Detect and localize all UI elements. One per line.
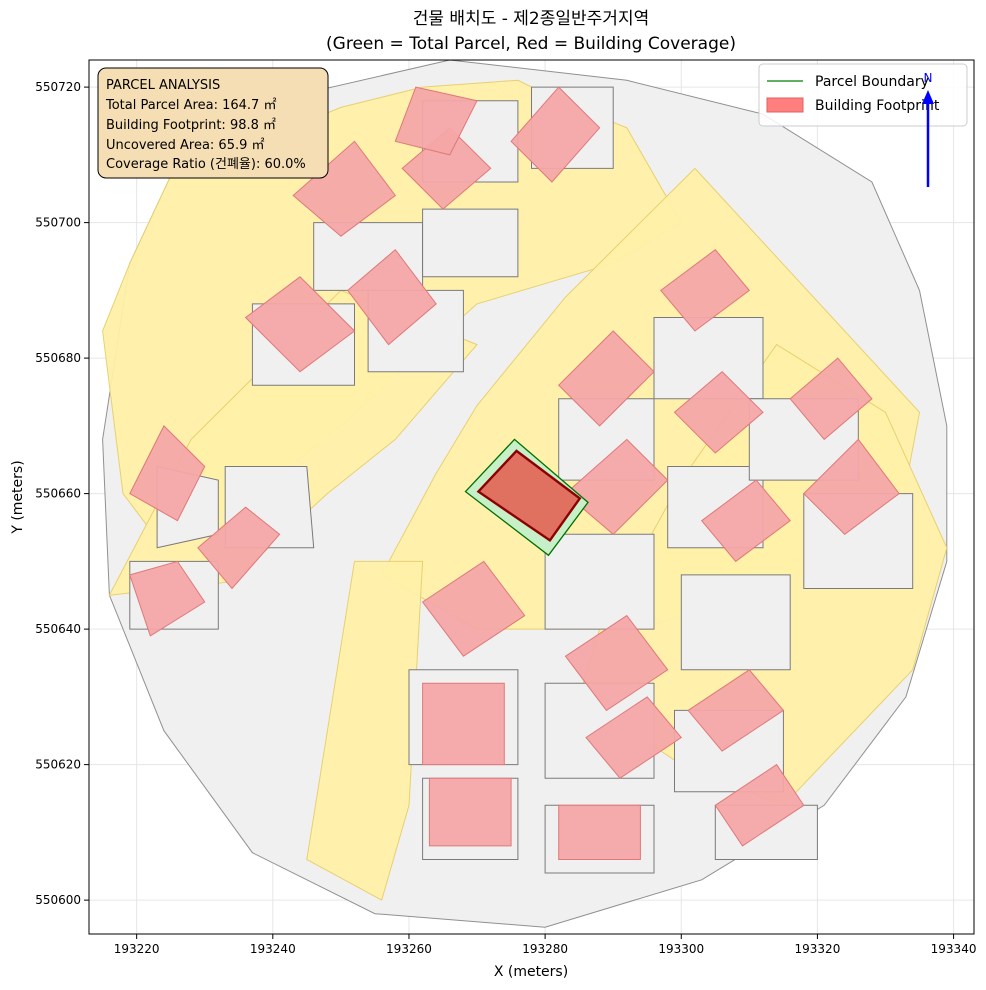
title-line2: (Green = Total Parcel, Red = Building Co… xyxy=(326,34,736,54)
building-footprint xyxy=(244,276,356,373)
building-footprint xyxy=(700,479,791,563)
info-coverage: Coverage Ratio (건폐율): 60.0% xyxy=(106,157,306,172)
title-line1: 건물 배치도 - 제2종일반주거지역 xyxy=(413,9,649,29)
x-tick-label: 193240 xyxy=(250,942,296,956)
y-tick-label: 550600 xyxy=(35,893,81,907)
building-footprint xyxy=(789,357,873,441)
north-arrow-head xyxy=(922,90,934,104)
building-footprint xyxy=(197,506,281,590)
parcel-outline xyxy=(680,574,791,671)
x-tick-label: 193300 xyxy=(658,942,704,956)
y-tick-label: 550660 xyxy=(35,487,81,501)
x-tick-label: 193220 xyxy=(114,942,160,956)
legend-building-swatch xyxy=(766,97,804,113)
building-footprint xyxy=(564,614,669,712)
y-tick-label: 550640 xyxy=(35,622,81,636)
building-footprint xyxy=(129,560,206,637)
y-tick-label: 550700 xyxy=(35,216,81,230)
x-ticks: 193220 193240 193260 193280 193300 193320 1933… xyxy=(114,934,977,956)
info-uncovered: Uncovered Area: 65.9 ㎡ xyxy=(106,138,265,153)
building-footprint xyxy=(557,330,655,427)
building-footprint xyxy=(714,763,805,847)
building-footprint xyxy=(673,371,764,454)
info-footprint: Building Footprint: 98.8 ㎡ xyxy=(106,118,276,133)
north-arrow-label: N xyxy=(924,71,933,85)
building-footprint xyxy=(510,86,601,183)
building-layer xyxy=(129,86,900,860)
legend-building-label: Building Footprint xyxy=(815,98,940,114)
x-tick-label: 193260 xyxy=(386,942,432,956)
north-arrow: N xyxy=(922,71,934,187)
building-footprint xyxy=(585,696,683,779)
legend-parcel-label: Parcel Boundary xyxy=(815,74,929,90)
building-footprint xyxy=(347,248,437,346)
legend-box xyxy=(758,63,968,127)
parcel-outline xyxy=(422,208,519,278)
info-box: PARCEL ANALYSIS Total Parcel Area: 164.7… xyxy=(97,67,329,179)
road-area xyxy=(306,560,424,901)
building-footprint xyxy=(803,438,900,535)
building-footprint xyxy=(292,140,397,237)
plot-frame xyxy=(88,59,975,935)
y-tick-label: 550620 xyxy=(35,758,81,772)
x-tick-label: 193340 xyxy=(931,942,977,956)
building-footprint xyxy=(558,804,641,860)
y-tick-label: 550680 xyxy=(35,351,81,365)
building-footprint xyxy=(660,249,751,332)
building-footprint xyxy=(428,777,512,847)
building-footprint xyxy=(687,669,785,752)
info-box-background xyxy=(97,67,329,179)
info-total-area: Total Parcel Area: 164.7 ㎡ xyxy=(105,98,276,113)
building-footprint xyxy=(421,560,526,657)
x-tick-label: 193320 xyxy=(795,942,841,956)
x-tick-label: 193280 xyxy=(522,942,568,956)
building-footprint xyxy=(129,425,206,522)
y-axis-label: Y (meters) xyxy=(10,460,26,534)
legend: Parcel Boundary Building Footprint xyxy=(758,63,968,127)
y-ticks: 550600 550620 550640 550660 550680 550700 5507… xyxy=(35,80,89,907)
y-tick-label: 550720 xyxy=(35,80,81,94)
info-heading: PARCEL ANALYSIS xyxy=(106,78,220,93)
building-footprint xyxy=(422,682,505,766)
target-building-footprint xyxy=(476,449,582,543)
building-footprint xyxy=(564,438,669,535)
x-axis-label: X (meters) xyxy=(494,964,568,980)
parcel-outline xyxy=(544,533,655,630)
building-footprint xyxy=(394,86,478,156)
